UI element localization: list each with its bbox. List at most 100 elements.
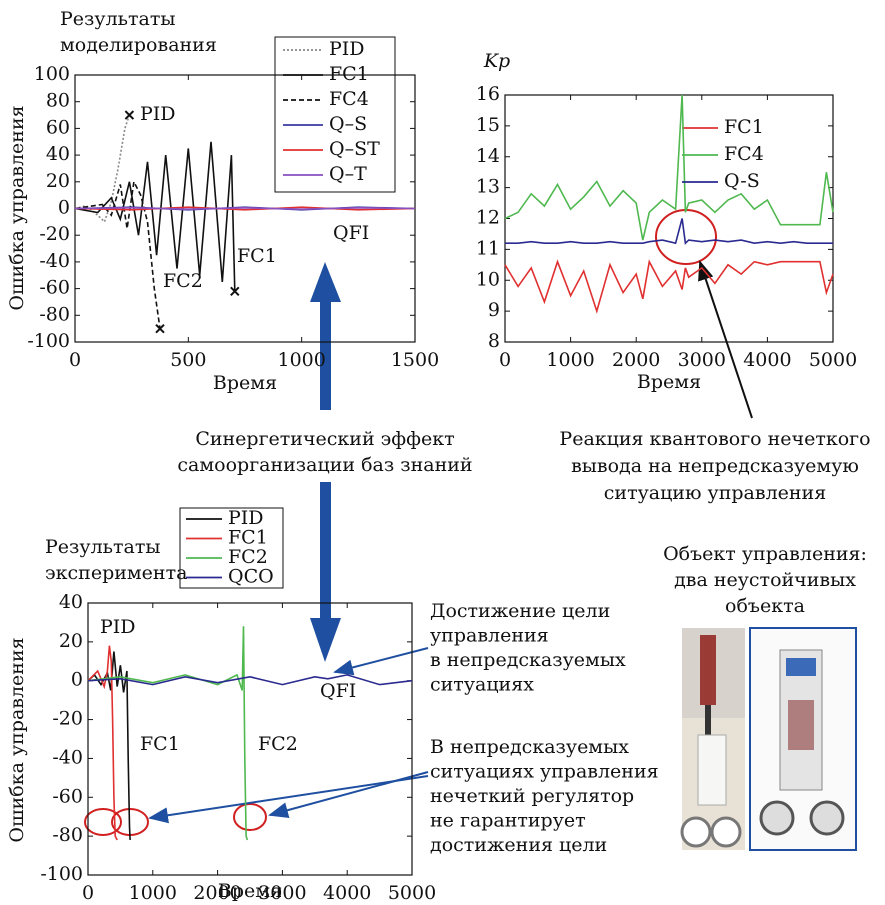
x-tick-label: 4000 [743, 349, 791, 371]
y-tick-label: 13 [476, 176, 500, 198]
x-tick-label: 5000 [809, 349, 857, 371]
y-tick-label: 9 [488, 299, 500, 321]
annotation-text: Синергетический эффект [195, 428, 454, 450]
legend-label: FC2 [228, 546, 268, 568]
y-tick-label: -20 [52, 708, 83, 730]
x-tick-label: 1000 [277, 349, 325, 371]
legend-label: FC1 [228, 527, 268, 549]
annotation-text: Объект управления: [663, 543, 867, 565]
annotation-text: ситуациях управления [430, 761, 659, 783]
annotation-text: Достижение цели [430, 600, 610, 622]
y-tick-label: 11 [476, 237, 500, 259]
annotation-arrow [333, 647, 429, 676]
annotation-text: в непредсказуемых [430, 649, 626, 671]
y-tick-label: -100 [40, 863, 83, 885]
annotation-text: Реакция квантового нечеткого [559, 428, 870, 450]
x-axis-label: Время [213, 372, 277, 394]
series-line [505, 218, 833, 245]
annotation-text: моделирования [60, 34, 217, 56]
annotation-text: достижения цели [430, 834, 607, 856]
y-tick-label: 10 [476, 268, 500, 290]
legend-box [274, 36, 396, 193]
end-marker [230, 286, 240, 296]
series-line [504, 259, 834, 314]
annotation-text: FC2 [163, 270, 203, 292]
x-tick-label: 3000 [258, 882, 306, 904]
y-tick-label: -60 [52, 785, 83, 807]
x-tick-label: 2000 [612, 349, 660, 371]
y-tick-label: -40 [39, 250, 70, 272]
end-marker [155, 323, 165, 334]
x-tick-label: 1000 [546, 349, 594, 371]
y-tick-label: 8 [488, 330, 500, 352]
y-tick-label: -60 [39, 277, 70, 299]
annotation-text: не гарантирует [430, 810, 586, 832]
x-tick-label: 4000 [323, 882, 371, 904]
y-tick-label: -20 [39, 223, 70, 245]
legend-label: FC4 [329, 88, 369, 110]
series-line [74, 206, 416, 211]
annotation-text: эксперимента [45, 562, 187, 584]
legend-label: FC1 [724, 116, 764, 138]
y-tick-label: 20 [59, 630, 83, 652]
synergy-arrow [310, 262, 341, 662]
y-tick-label: 80 [46, 90, 70, 112]
annotation-text: FC2 [258, 733, 298, 755]
annotation-text: ситуацию управления [604, 482, 826, 504]
y-axis-label: Kp [483, 50, 510, 72]
x-tick-label: 3000 [678, 349, 726, 371]
plot-frame [504, 94, 834, 343]
x-tick-label: 1000 [129, 882, 177, 904]
y-tick-label: -40 [52, 746, 83, 768]
legend-box [179, 507, 284, 589]
center-text-bg [185, 420, 467, 482]
legend-label: QCO [228, 566, 274, 588]
x-tick-label: 0 [69, 349, 81, 371]
annotation-text: ситуациях [430, 674, 534, 696]
series-line [74, 206, 416, 211]
highlight-circle [655, 209, 717, 265]
annotation-text: два неустойчивых [674, 569, 856, 591]
annotation-arrow [268, 771, 429, 818]
annotation-text: QFI [333, 222, 369, 244]
legend-label: FC4 [724, 143, 764, 165]
series-line [74, 179, 161, 329]
y-tick-label: 40 [46, 143, 70, 165]
x-axis-label: Время [218, 880, 282, 902]
series-line [74, 114, 131, 224]
x-tick-label: 5000 [388, 882, 436, 904]
annotation-text: объекта [725, 595, 805, 617]
y-tick-label: -80 [52, 824, 83, 846]
plot-frame [87, 602, 413, 876]
photo-right [749, 627, 857, 851]
legend-label: PID [329, 38, 365, 60]
y-tick-label: 0 [58, 197, 70, 219]
series-line [87, 626, 249, 841]
y-tick-label: 60 [46, 116, 70, 138]
annotation-text: Результаты [45, 536, 160, 558]
y-tick-label: 16 [476, 83, 500, 105]
highlight-circle [233, 803, 267, 831]
highlight-circle [84, 808, 122, 836]
y-tick-label: 12 [476, 207, 500, 229]
y-tick-label: 20 [46, 170, 70, 192]
y-axis-label: Ошибка управления [6, 105, 28, 310]
legend-label: FC1 [329, 63, 369, 85]
y-tick-label: -100 [27, 330, 70, 352]
y-tick-label: -80 [39, 303, 70, 325]
annotation-text: самоорганизации баз знаний [177, 454, 472, 476]
x-tick-label: 500 [170, 349, 206, 371]
end-marker [124, 110, 135, 120]
legend-label: Q-S [724, 170, 760, 192]
annotation-text: QFI [320, 680, 356, 702]
annotation-text: FC1 [237, 245, 277, 267]
y-tick-label: 0 [71, 669, 83, 691]
x-tick-label: 1500 [391, 349, 439, 371]
y-tick-label: 14 [476, 145, 500, 167]
x-axis-label: Время [637, 371, 701, 393]
annotation-text: управления [430, 625, 549, 647]
legend-label: Q–ST [329, 138, 380, 160]
x-tick-label: 0 [499, 349, 511, 371]
y-tick-label: 40 [59, 591, 83, 613]
